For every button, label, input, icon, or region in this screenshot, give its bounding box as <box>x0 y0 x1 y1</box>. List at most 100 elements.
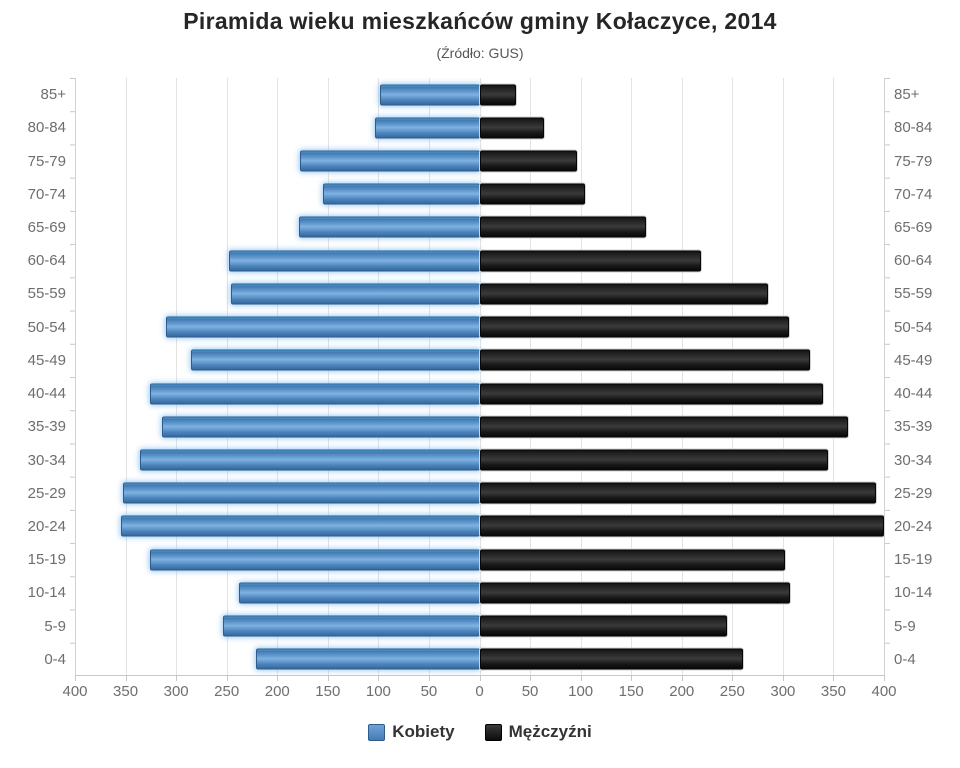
bar-mezczyzni-35-39[interactable] <box>479 416 848 438</box>
gridline <box>530 78 532 676</box>
bar-row-30-34 <box>75 443 884 476</box>
age-group-label: 80-84 <box>894 119 933 137</box>
x-axis-label: 0 <box>475 683 484 700</box>
bar-kobiety-30-34[interactable] <box>139 449 480 471</box>
bar-mezczyzni-5-9[interactable] <box>479 615 728 637</box>
bar-row-20-24 <box>75 510 884 543</box>
x-axis-tick <box>277 676 279 681</box>
plot-area <box>75 78 884 676</box>
bar-mezczyzni-0-4[interactable] <box>479 648 744 670</box>
bar-mezczyzni-50-54[interactable] <box>479 316 789 338</box>
x-axis-tick <box>378 676 380 681</box>
bar-kobiety-85+[interactable] <box>380 84 480 106</box>
bar-kobiety-60-64[interactable] <box>228 250 480 272</box>
x-axis-tick <box>479 676 481 681</box>
bar-mezczyzni-85+[interactable] <box>479 84 516 106</box>
bar-mezczyzni-30-34[interactable] <box>479 449 829 471</box>
bar-mezczyzni-55-59[interactable] <box>479 283 768 305</box>
bar-kobiety-50-54[interactable] <box>166 316 480 338</box>
age-group-label: 60-64 <box>27 252 66 270</box>
x-axis-tick <box>631 676 633 681</box>
age-group-label: 30-34 <box>27 451 66 469</box>
bar-kobiety-0-4[interactable] <box>256 648 480 670</box>
bar-row-55-59 <box>75 277 884 310</box>
bar-kobiety-70-74[interactable] <box>322 183 480 205</box>
bar-mezczyzni-65-69[interactable] <box>479 216 647 238</box>
bar-row-0-4 <box>75 643 884 676</box>
bar-mezczyzni-15-19[interactable] <box>479 549 785 571</box>
age-group-label: 85+ <box>894 86 920 104</box>
age-group-label: 25-29 <box>894 484 933 502</box>
bar-kobiety-10-14[interactable] <box>238 582 480 604</box>
gridline <box>176 78 178 676</box>
legend: Kobiety Mężczyźni <box>0 722 960 742</box>
bar-kobiety-80-84[interactable] <box>375 117 480 139</box>
x-axis-tick <box>428 676 430 681</box>
x-axis: 400 350 300 250 200 150 100 50 0 50 100 150 200 250 30… <box>62 676 897 706</box>
x-axis-tick <box>226 676 228 681</box>
x-axis-label: 100 <box>568 683 594 700</box>
age-group-label: 70-74 <box>894 185 933 203</box>
gridline <box>226 78 228 676</box>
bar-kobiety-35-39[interactable] <box>162 416 480 438</box>
gridline <box>378 78 380 676</box>
bar-kobiety-40-44[interactable] <box>149 383 480 405</box>
bar-row-70-74 <box>75 178 884 211</box>
bar-kobiety-25-29[interactable] <box>122 482 480 504</box>
bar-row-50-54 <box>75 311 884 344</box>
age-group-label: 0-4 <box>44 650 66 668</box>
bar-mezczyzni-75-79[interactable] <box>479 150 577 172</box>
bar-mezczyzni-80-84[interactable] <box>479 117 545 139</box>
x-axis-tick <box>580 676 582 681</box>
bar-mezczyzni-40-44[interactable] <box>479 383 824 405</box>
x-axis-label: 100 <box>365 683 391 700</box>
gridline <box>833 78 835 676</box>
bar-row-40-44 <box>75 377 884 410</box>
x-axis-label: 400 <box>871 683 897 700</box>
legend-item-kobiety[interactable]: Kobiety <box>368 722 455 742</box>
legend-label-mezczyzni: Mężczyźni <box>508 722 592 741</box>
gridline <box>782 78 784 676</box>
bar-kobiety-55-59[interactable] <box>230 283 480 305</box>
bar-mezczyzni-70-74[interactable] <box>479 183 585 205</box>
bar-row-75-79 <box>75 144 884 177</box>
gridline <box>327 78 329 676</box>
x-axis-tick <box>75 676 76 681</box>
bar-row-65-69 <box>75 211 884 244</box>
bar-mezczyzni-10-14[interactable] <box>479 582 790 604</box>
gridline <box>125 78 127 676</box>
age-group-label: 65-69 <box>27 218 66 236</box>
x-axis-label: 50 <box>521 683 539 700</box>
bar-mezczyzni-25-29[interactable] <box>479 482 876 504</box>
age-group-label: 75-79 <box>27 152 66 170</box>
x-axis-tick <box>125 676 127 681</box>
bar-kobiety-20-24[interactable] <box>120 515 480 537</box>
bar-kobiety-65-69[interactable] <box>298 216 480 238</box>
age-group-label: 40-44 <box>894 385 933 403</box>
age-group-label: 20-24 <box>894 517 933 535</box>
bar-row-35-39 <box>75 410 884 443</box>
y-axis-labels-left: 85+ 80-84 75-79 70-74 65-69 60-64 55-59 50-54 45… <box>0 78 66 676</box>
bar-mezczyzni-45-49[interactable] <box>479 349 811 371</box>
bar-kobiety-15-19[interactable] <box>149 549 480 571</box>
x-axis-label: 150 <box>618 683 644 700</box>
x-axis-label: 250 <box>214 683 240 700</box>
x-axis-tick <box>530 676 532 681</box>
x-axis-tick <box>176 676 178 681</box>
bar-row-80-84 <box>75 111 884 144</box>
bar-row-85+ <box>75 78 884 111</box>
age-group-label: 70-74 <box>27 185 66 203</box>
legend-label-kobiety: Kobiety <box>392 722 455 741</box>
bar-mezczyzni-60-64[interactable] <box>479 250 701 272</box>
x-axis-tick <box>327 676 329 681</box>
legend-item-mezczyzni[interactable]: Mężczyźni <box>484 722 592 742</box>
y-axis-ticks-left <box>70 78 75 676</box>
bar-mezczyzni-20-24[interactable] <box>479 515 884 537</box>
chart-subtitle: (Źródło: GUS) <box>436 45 524 61</box>
x-axis-label: 350 <box>113 683 139 700</box>
gridline <box>479 78 481 676</box>
bar-kobiety-75-79[interactable] <box>299 150 480 172</box>
bar-kobiety-5-9[interactable] <box>222 615 480 637</box>
bar-kobiety-45-49[interactable] <box>191 349 480 371</box>
bar-row-45-49 <box>75 344 884 377</box>
